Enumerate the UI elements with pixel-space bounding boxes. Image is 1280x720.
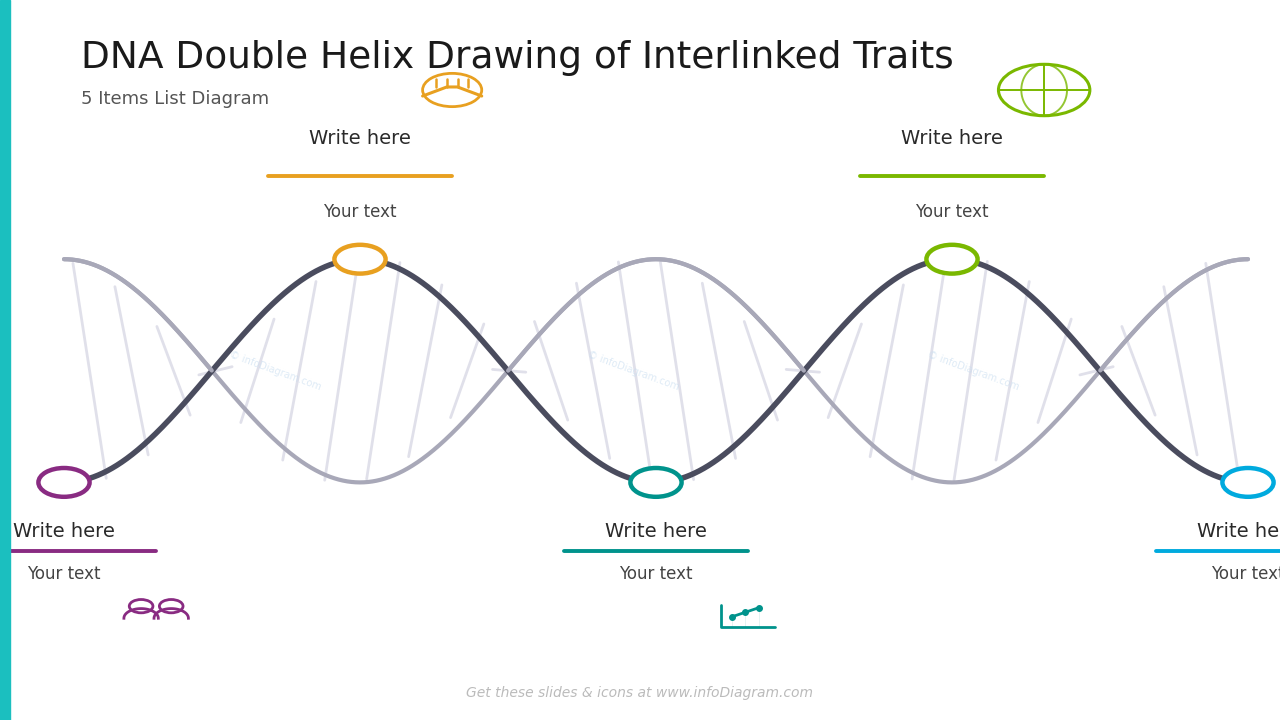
Text: © infoDiagram.com: © infoDiagram.com	[925, 349, 1020, 392]
Circle shape	[38, 468, 90, 497]
Text: Your text: Your text	[620, 565, 692, 583]
Text: Write here: Write here	[901, 129, 1004, 148]
Text: Your text: Your text	[915, 203, 988, 221]
Text: Write here: Write here	[1197, 522, 1280, 541]
Text: Your text: Your text	[27, 565, 101, 583]
Circle shape	[1222, 468, 1274, 497]
Circle shape	[334, 245, 385, 274]
Text: 5 Items List Diagram: 5 Items List Diagram	[81, 90, 269, 108]
Text: Your text: Your text	[324, 203, 397, 221]
Circle shape	[630, 468, 682, 497]
Text: Write here: Write here	[605, 522, 707, 541]
Text: Get these slides & icons at www.infoDiagram.com: Get these slides & icons at www.infoDiag…	[466, 686, 814, 700]
Text: Write here: Write here	[13, 522, 115, 541]
Text: DNA Double Helix Drawing of Interlinked Traits: DNA Double Helix Drawing of Interlinked …	[81, 40, 954, 76]
Text: Write here: Write here	[308, 129, 411, 148]
Circle shape	[927, 245, 978, 274]
Text: © infoDiagram.com: © infoDiagram.com	[586, 349, 681, 392]
Text: © infoDiagram.com: © infoDiagram.com	[228, 349, 323, 392]
Text: Your text: Your text	[1211, 565, 1280, 583]
